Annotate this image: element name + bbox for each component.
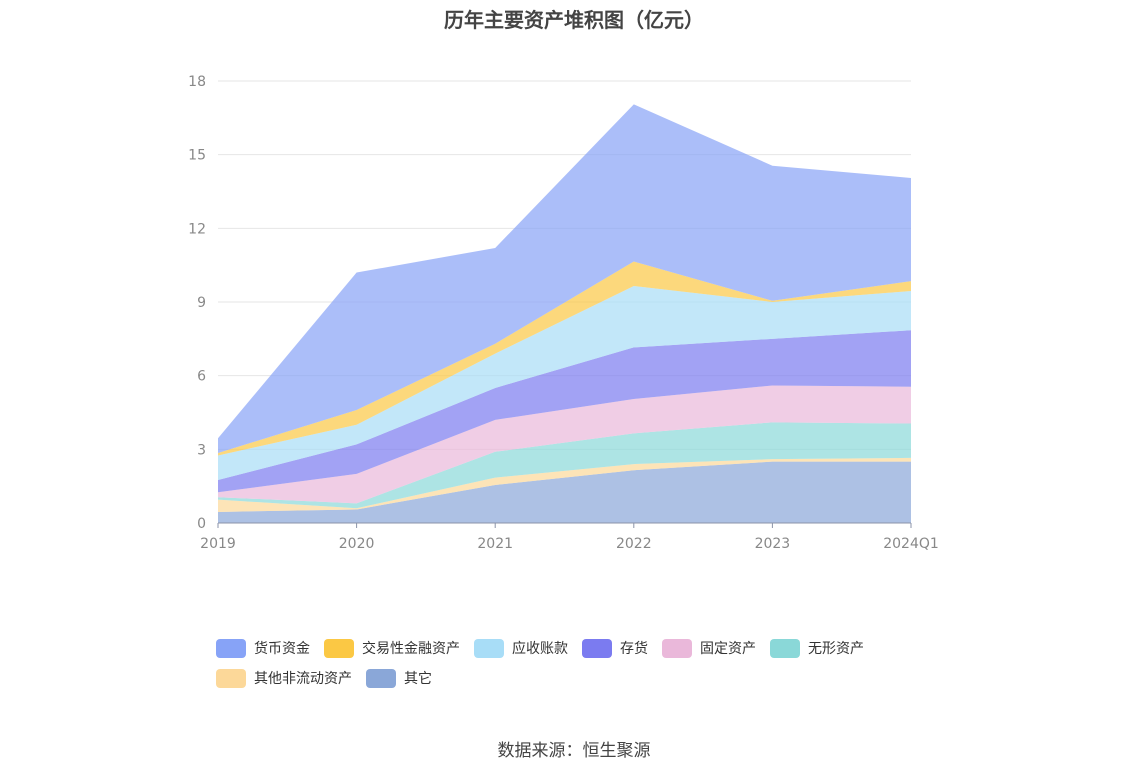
legend-swatch [582, 638, 612, 658]
x-tick-label: 2023 [755, 536, 791, 552]
stacked-area-chart: 0 3 6 9 12 15 18 2019 2020 2021 2022 2023 2024Q1 [188, 74, 939, 552]
legend-item[interactable]: 无形资产 [770, 638, 864, 658]
legend-item[interactable]: 应收账款 [474, 638, 568, 658]
legend-label: 货币资金 [254, 641, 310, 657]
legend-swatch [474, 638, 504, 658]
legend-item[interactable]: 存货 [582, 638, 648, 658]
legend-swatch [216, 668, 246, 688]
y-tick-label: 6 [197, 369, 206, 385]
legend-label: 交易性金融资产 [362, 641, 460, 657]
area-series-6 [218, 261, 911, 456]
chart-legend: 货币资金 交易性金融资产 应收账款 存货 固定资产 无形资产 其他非流动资产 其它 [216, 638, 956, 698]
y-tick-label: 0 [197, 516, 206, 532]
legend-label: 其它 [404, 671, 432, 687]
y-tick-label: 18 [188, 74, 206, 90]
area-series-3 [218, 385, 911, 504]
area-series-1 [218, 457, 911, 512]
legend-label: 无形资产 [808, 641, 864, 657]
area-series-0 [218, 461, 911, 523]
legend-label: 应收账款 [512, 641, 568, 657]
area-series-2 [218, 422, 911, 509]
legend-label: 其他非流动资产 [254, 671, 352, 687]
legend-label: 存货 [620, 641, 648, 657]
legend-item[interactable]: 交易性金融资产 [324, 638, 460, 658]
x-tick-label: 2024Q1 [883, 536, 939, 552]
legend-swatch [324, 638, 354, 658]
legend-label: 固定资产 [700, 641, 756, 657]
area-series-4 [218, 330, 911, 493]
x-tick-label: 2020 [339, 536, 375, 552]
chart-title: 历年主要资产堆积图（亿元） [444, 8, 704, 32]
legend-item[interactable]: 其他非流动资产 [216, 668, 352, 688]
y-tick-label: 15 [188, 148, 206, 164]
legend-item[interactable]: 货币资金 [216, 638, 310, 658]
x-tick-label: 2022 [616, 536, 652, 552]
x-tick-label: 2021 [477, 536, 513, 552]
legend-swatch [770, 638, 800, 658]
legend-swatch [662, 638, 692, 658]
y-tick-label: 9 [197, 295, 206, 311]
legend-item[interactable]: 固定资产 [662, 638, 756, 658]
x-tick-label: 2019 [200, 536, 236, 552]
legend-item[interactable]: 其它 [366, 668, 432, 688]
legend-swatch [366, 668, 396, 688]
data-source-note: 数据来源：恒生聚源 [497, 741, 651, 761]
legend-row-1: 货币资金 交易性金融资产 应收账款 存货 固定资产 无形资产 [216, 638, 956, 658]
area-series-5 [218, 286, 911, 481]
y-tick-label: 3 [197, 442, 206, 458]
legend-row-2: 其他非流动资产 其它 [216, 668, 956, 688]
y-tick-label: 12 [188, 221, 206, 237]
legend-swatch [216, 638, 246, 658]
area-series-7 [218, 104, 911, 454]
